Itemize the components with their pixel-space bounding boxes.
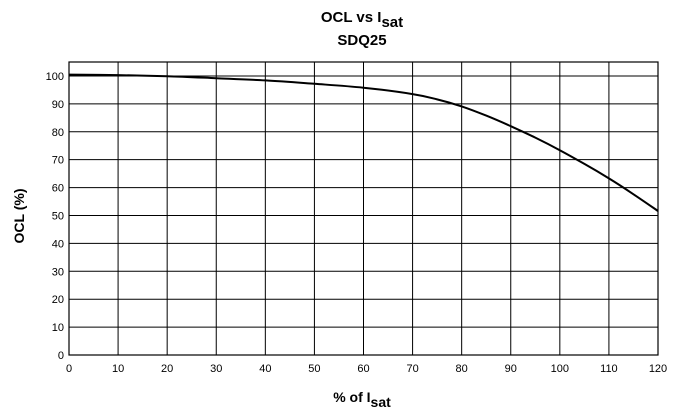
x-tick-label-70: 70 [406, 363, 418, 375]
x-tick-label-80: 80 [456, 363, 468, 375]
y-tick-label-100: 100 [46, 71, 64, 83]
x-tick-label-110: 110 [600, 363, 618, 375]
y-tick-label-70: 70 [52, 155, 64, 167]
y-tick-label-50: 50 [52, 210, 64, 222]
x-tick-label-40: 40 [259, 363, 271, 375]
x-tick-label-100: 100 [551, 363, 569, 375]
y-axis-label: OCL (%) [11, 189, 27, 244]
x-tick-label-90: 90 [505, 363, 517, 375]
x-axis-label: % of Isat [333, 389, 391, 410]
y-tick-label-10: 10 [52, 322, 64, 334]
y-tick-label-90: 90 [52, 99, 64, 111]
x-tick-label-120: 120 [649, 363, 667, 375]
chart-title: OCL vs Isat [321, 9, 403, 31]
y-tick-label-20: 20 [52, 294, 64, 306]
series-line-ocl [68, 73, 659, 212]
x-tick-label-50: 50 [308, 363, 320, 375]
x-tick-label-20: 20 [161, 363, 173, 375]
x-tick-label-60: 60 [357, 363, 369, 375]
y-tick-label-0: 0 [58, 350, 64, 362]
x-tick-labels: 0 10 20 30 40 50 60 70 80 90 100 110 120 [66, 363, 667, 375]
y-tick-label-30: 30 [52, 266, 64, 278]
y-tick-label-80: 80 [52, 127, 64, 139]
y-tick-labels: 0 10 20 30 40 50 60 70 80 90 100 [46, 71, 64, 362]
y-tick-label-60: 60 [52, 183, 64, 195]
chart-subtitle: SDQ25 [337, 32, 386, 49]
x-tick-label-0: 0 [66, 363, 72, 375]
x-tick-label-30: 30 [210, 363, 222, 375]
grid [68, 61, 659, 356]
x-tick-label-10: 10 [112, 363, 124, 375]
y-tick-label-40: 40 [52, 238, 64, 250]
